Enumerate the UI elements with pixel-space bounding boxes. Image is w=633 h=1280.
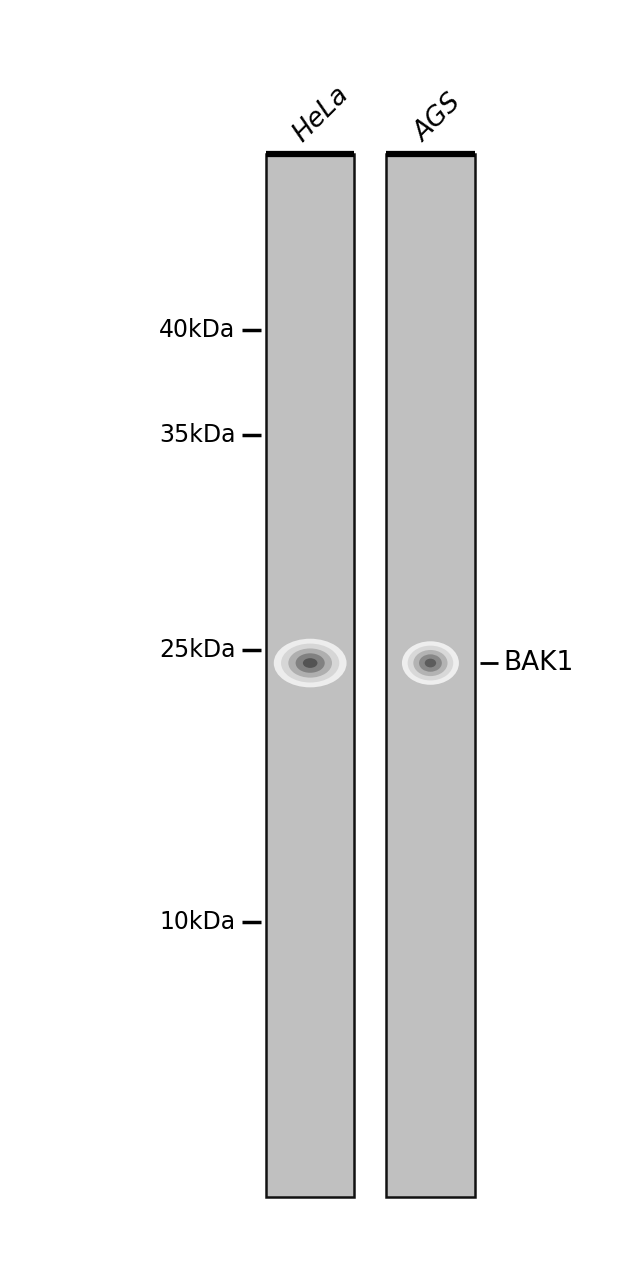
Ellipse shape xyxy=(413,650,448,676)
Text: 10kDa: 10kDa xyxy=(160,910,235,933)
Text: 25kDa: 25kDa xyxy=(159,639,235,662)
Ellipse shape xyxy=(281,644,339,682)
Ellipse shape xyxy=(402,641,459,685)
Ellipse shape xyxy=(408,645,453,681)
Ellipse shape xyxy=(274,639,347,687)
Ellipse shape xyxy=(419,654,442,672)
Text: HeLa: HeLa xyxy=(289,82,354,147)
Ellipse shape xyxy=(296,653,325,673)
Ellipse shape xyxy=(289,649,332,677)
Text: 40kDa: 40kDa xyxy=(160,319,235,342)
Text: AGS: AGS xyxy=(409,90,467,147)
Text: 35kDa: 35kDa xyxy=(159,424,235,447)
Ellipse shape xyxy=(425,659,436,667)
Ellipse shape xyxy=(303,658,317,668)
Bar xyxy=(266,154,354,1197)
Bar xyxy=(386,154,475,1197)
Text: BAK1: BAK1 xyxy=(504,650,574,676)
